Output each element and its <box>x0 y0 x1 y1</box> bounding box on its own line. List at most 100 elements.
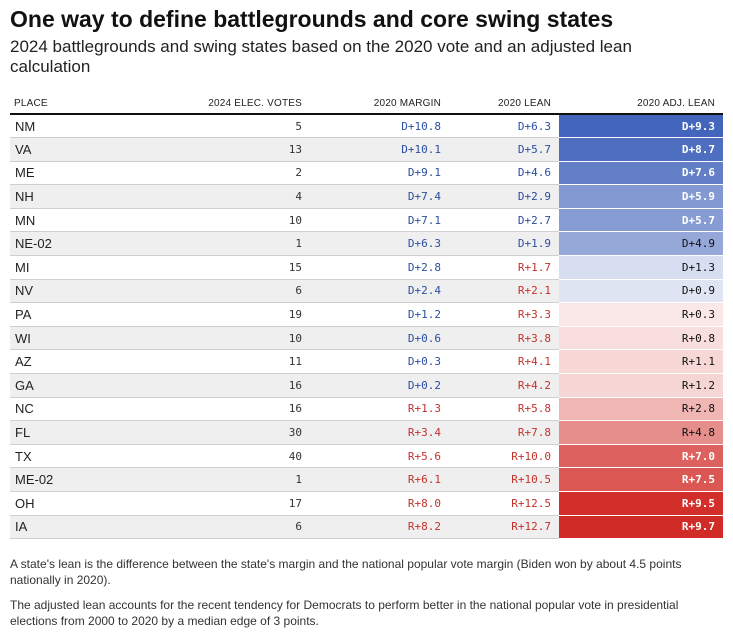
table-header-row: PLACE 2024 ELEC. VOTES 2020 MARGIN 2020 … <box>10 94 723 115</box>
cell-adjusted-lean: R+0.3 <box>559 302 723 327</box>
cell-place: IA <box>10 515 150 540</box>
cell-place: NV <box>10 279 150 304</box>
table-row: WI 10 D+0.6 R+3.8 R+0.8 <box>10 326 723 351</box>
table-row: VA 13 D+10.1 D+5.7 D+8.7 <box>10 137 723 162</box>
cell-lean: R+3.8 <box>449 326 559 351</box>
cell-margin: D+0.6 <box>310 326 449 351</box>
cell-adjusted-lean: R+0.8 <box>559 326 723 351</box>
cell-place: PA <box>10 302 150 327</box>
cell-margin: D+0.2 <box>310 373 449 398</box>
cell-adjusted-lean: D+8.7 <box>559 137 723 162</box>
cell-electoral-votes: 6 <box>150 515 310 540</box>
cell-margin: R+1.3 <box>310 397 449 422</box>
cell-place: VA <box>10 137 150 162</box>
cell-adjusted-lean: D+4.9 <box>559 231 723 257</box>
cell-adjusted-lean: R+1.1 <box>559 349 723 375</box>
cell-lean: R+12.7 <box>449 515 559 540</box>
table-row: MN 10 D+7.1 D+2.7 D+5.7 <box>10 208 723 233</box>
cell-electoral-votes: 19 <box>150 302 310 327</box>
cell-margin: D+9.1 <box>310 161 449 186</box>
table-row: FL 30 R+3.4 R+7.8 R+4.8 <box>10 420 723 445</box>
cell-margin: R+6.1 <box>310 467 449 492</box>
column-header-adjusted-lean[interactable]: 2020 ADJ. LEAN <box>559 94 723 115</box>
cell-lean: D+5.7 <box>449 137 559 162</box>
table-row: NH 4 D+7.4 D+2.9 D+5.9 <box>10 184 723 209</box>
cell-place: WI <box>10 326 150 351</box>
battleground-table: PLACE 2024 ELEC. VOTES 2020 MARGIN 2020 … <box>10 94 723 540</box>
cell-place: GA <box>10 373 150 398</box>
cell-adjusted-lean: D+0.9 <box>559 279 723 304</box>
cell-place: ME <box>10 161 150 186</box>
table-body: NM 5 D+10.8 D+6.3 D+9.3 VA 13 D+10.1 D+5.7 D+8.7 M… <box>10 114 723 540</box>
cell-margin: D+1.2 <box>310 302 449 327</box>
cell-place: MN <box>10 208 150 233</box>
cell-margin: R+5.6 <box>310 444 449 469</box>
cell-place: NM <box>10 114 150 139</box>
table-row: MI 15 D+2.8 R+1.7 D+1.3 <box>10 255 723 280</box>
cell-lean: R+12.5 <box>449 491 559 516</box>
table-row: AZ 11 D+0.3 R+4.1 R+1.1 <box>10 349 723 375</box>
cell-margin: D+6.3 <box>310 231 449 257</box>
cell-adjusted-lean: R+7.0 <box>559 444 723 469</box>
cell-electoral-votes: 40 <box>150 444 310 469</box>
cell-lean: D+2.9 <box>449 184 559 209</box>
footnote-adjusted-lean: The adjusted lean accounts for the recen… <box>10 598 679 628</box>
table-row: NC 16 R+1.3 R+5.8 R+2.8 <box>10 397 723 422</box>
cell-electoral-votes: 2 <box>150 161 310 186</box>
cell-adjusted-lean: D+9.3 <box>559 114 723 139</box>
table-row: NV 6 D+2.4 R+2.1 D+0.9 <box>10 279 723 304</box>
cell-margin: D+2.8 <box>310 255 449 280</box>
cell-lean: D+6.3 <box>449 114 559 139</box>
cell-electoral-votes: 10 <box>150 326 310 351</box>
cell-adjusted-lean: R+7.5 <box>559 467 723 492</box>
column-header-margin[interactable]: 2020 MARGIN <box>310 94 449 115</box>
cell-margin: R+3.4 <box>310 420 449 445</box>
cell-electoral-votes: 16 <box>150 397 310 422</box>
table-row: NE-02 1 D+6.3 D+1.9 D+4.9 <box>10 231 723 257</box>
cell-adjusted-lean: D+5.9 <box>559 184 723 209</box>
cell-margin: D+7.4 <box>310 184 449 209</box>
cell-place: TX <box>10 444 150 469</box>
cell-adjusted-lean: R+9.5 <box>559 491 723 516</box>
footnote-lean: A state's lean is the difference between… <box>10 557 682 587</box>
cell-margin: D+0.3 <box>310 349 449 375</box>
column-header-place[interactable]: PLACE <box>10 94 150 115</box>
table-row: PA 19 D+1.2 R+3.3 R+0.3 <box>10 302 723 327</box>
table-row: TX 40 R+5.6 R+10.0 R+7.0 <box>10 444 723 469</box>
cell-lean: D+4.6 <box>449 161 559 186</box>
cell-electoral-votes: 6 <box>150 279 310 304</box>
cell-place: OH <box>10 491 150 516</box>
cell-lean: R+10.5 <box>449 467 559 492</box>
cell-lean: R+2.1 <box>449 279 559 304</box>
cell-place: ME-02 <box>10 467 150 492</box>
cell-margin: D+10.1 <box>310 137 449 162</box>
column-header-lean[interactable]: 2020 LEAN <box>449 94 559 115</box>
cell-lean: D+1.9 <box>449 231 559 257</box>
cell-electoral-votes: 1 <box>150 231 310 257</box>
column-header-electoral-votes[interactable]: 2024 ELEC. VOTES <box>150 94 310 115</box>
chart-title: One way to define battlegrounds and core… <box>10 6 614 32</box>
cell-lean: D+2.7 <box>449 208 559 233</box>
cell-margin: R+8.0 <box>310 491 449 516</box>
cell-margin: D+2.4 <box>310 279 449 304</box>
cell-lean: R+10.0 <box>449 444 559 469</box>
cell-lean: R+5.8 <box>449 397 559 422</box>
table-row: OH 17 R+8.0 R+12.5 R+9.5 <box>10 491 723 516</box>
cell-place: FL <box>10 420 150 445</box>
cell-place: NC <box>10 397 150 422</box>
cell-electoral-votes: 17 <box>150 491 310 516</box>
cell-lean: R+7.8 <box>449 420 559 445</box>
table-row: IA 6 R+8.2 R+12.7 R+9.7 <box>10 515 723 540</box>
cell-place: NH <box>10 184 150 209</box>
cell-margin: R+8.2 <box>310 515 449 540</box>
cell-place: NE-02 <box>10 231 150 257</box>
cell-lean: R+1.7 <box>449 255 559 280</box>
cell-adjusted-lean: D+1.3 <box>559 255 723 280</box>
cell-adjusted-lean: R+2.8 <box>559 397 723 422</box>
cell-lean: R+4.2 <box>449 373 559 398</box>
cell-electoral-votes: 15 <box>150 255 310 280</box>
cell-adjusted-lean: R+4.8 <box>559 420 723 445</box>
cell-lean: R+4.1 <box>449 349 559 375</box>
cell-electoral-votes: 4 <box>150 184 310 209</box>
cell-electoral-votes: 16 <box>150 373 310 398</box>
